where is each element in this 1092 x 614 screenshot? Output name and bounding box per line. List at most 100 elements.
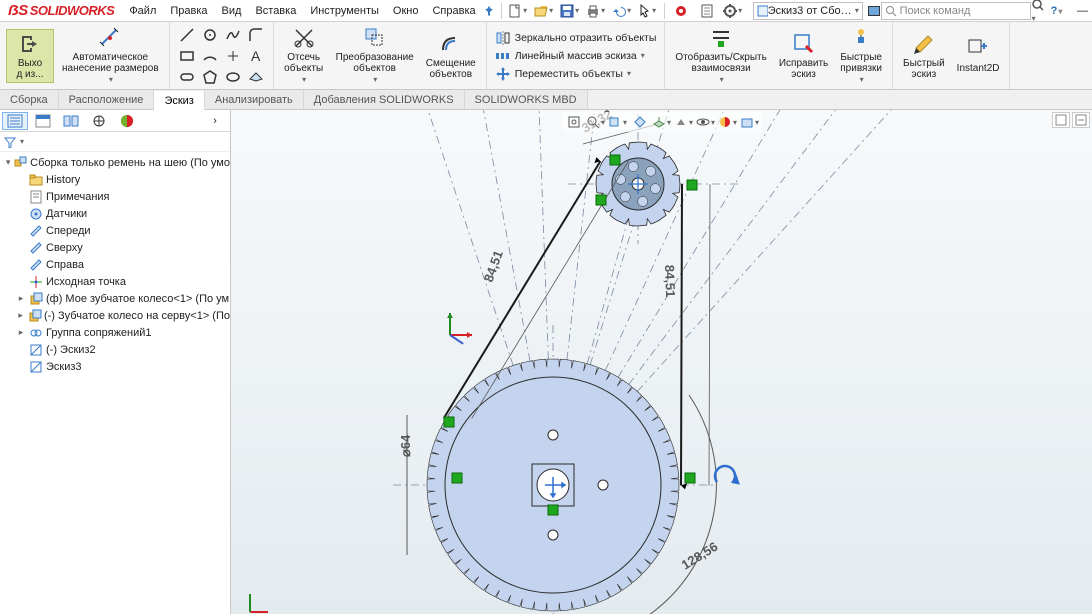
sidebar-filter[interactable]: ▾ [0,132,230,152]
menu-help[interactable]: Справка [425,0,482,22]
zoom-area-icon[interactable]: ▾ [586,113,606,131]
tree-item[interactable]: Справа [0,256,230,273]
menubar: ẞS SOLIDWORKS Файл Правка Вид Вставка Ин… [0,0,1092,22]
display-relations-button[interactable]: Отобразить/Скрыть взаимосвязи▾ [671,24,770,87]
graphics-viewport[interactable]: ▾ ▾ ▾ ▾ ▾ ▾ ▾ 84,5184,5131,32128,56⌀64 [231,110,1092,614]
tree-item[interactable]: (-) Эскиз2 [0,341,230,358]
menu-insert[interactable]: Вставка [248,0,303,22]
tab-evaluate[interactable]: Анализировать [205,90,304,109]
dimxpert-tab[interactable] [86,112,112,130]
tab-sketch[interactable]: Эскиз [154,91,204,110]
circle-tool[interactable] [199,25,221,45]
spline-tool[interactable] [222,25,244,45]
new-doc-icon[interactable]: ▾ [506,1,530,21]
search-run-icon[interactable] [867,4,881,18]
menu-file[interactable]: Файл [122,0,163,22]
instant2d-icon [966,37,990,61]
filter-icon[interactable] [695,1,719,21]
plane-icon [28,241,44,255]
text-tool[interactable]: A [245,46,267,66]
mates-icon [28,326,44,340]
tree-item[interactable]: Примечания [0,188,230,205]
options-icon[interactable]: ▾ [721,1,745,21]
instant2d-button[interactable]: Instant2D [953,35,1004,76]
model-scene: 84,5184,5131,32128,56⌀64 [231,110,1092,614]
mirror-button[interactable]: Зеркально отразить объекты [493,29,659,47]
tab-addins[interactable]: Добавления SOLIDWORKS [304,90,465,109]
breadcrumb[interactable]: Эскиз3 от Сборк... ▾ [753,2,863,20]
tree-item[interactable]: ▸(ф) Мое зубчатое колесо<1> (По ум [0,290,230,307]
save-icon[interactable]: ▾ [558,1,582,21]
trim-button[interactable]: Отсечь объекты▾ [280,24,328,87]
apply-scene-icon[interactable]: ▾ [740,113,760,131]
quick-access-toolbar: ▾ ▾ ▾ ▾ ▾ ▾ ▾ [495,1,749,21]
convert-button[interactable]: Преобразование объектов▾ [332,24,418,87]
tree-item[interactable]: Датчики [0,205,230,222]
move-button[interactable]: Переместить объекты▾ [493,65,633,83]
feature-tree-tab[interactable] [2,112,28,130]
tree-root[interactable]: ▾ Сборка только ремень на шею (По умо [0,154,230,171]
menu-edit[interactable]: Правка [163,0,214,22]
move-icon [495,66,511,82]
ellipse-tool[interactable] [222,67,244,87]
offset-button[interactable]: Смещение объектов [422,30,480,82]
plane-tool[interactable] [245,67,267,87]
undo-icon[interactable]: ▾ [610,1,634,21]
smart-dimension-button[interactable]: Автоматическое нанесение размеров▾ [58,24,163,87]
rebuild-icon[interactable] [669,1,693,21]
hide-show-icon[interactable]: ▾ [696,113,716,131]
help-button[interactable]: ?▾ [1045,5,1069,17]
tab-layout[interactable]: Расположение [59,90,155,109]
tree-item[interactable]: Спереди [0,222,230,239]
tree-item[interactable]: History [0,171,230,188]
svg-text:128,56: 128,56 [679,539,721,573]
property-manager-tab[interactable] [30,112,56,130]
heads-up-toolbar: ▾ ▾ ▾ ▾ ▾ ▾ ▾ [562,112,762,132]
point-tool[interactable] [222,46,244,66]
repair-sketch-button[interactable]: Исправить эскиз [775,30,832,82]
rect-tool[interactable] [176,46,198,66]
rapid-sketch-button[interactable]: Быстрый эскиз [899,30,949,82]
view-orient-icon[interactable]: ▾ [652,113,672,131]
polygon-tool[interactable] [199,67,221,87]
select-icon[interactable]: ▾ [636,1,660,21]
prev-view-icon[interactable]: ▾ [608,113,628,131]
tree-item[interactable]: ▸Группа сопряжений1 [0,324,230,341]
collapse-ribbon-icon[interactable]: — [1077,5,1088,17]
menu-view[interactable]: Вид [215,0,249,22]
pin-icon[interactable] [483,5,495,17]
rapid-sketch-icon [912,32,936,56]
menu-window[interactable]: Окно [386,0,426,22]
tab-mbd[interactable]: SOLIDWORKS MBD [465,90,588,109]
tree-item[interactable]: ▸(-) Зубчатое колесо на серву<1> (По [0,307,230,324]
exit-sketch-button[interactable]: Выхо д из... [6,29,54,83]
svg-text:A: A [251,48,261,64]
tab-assembly[interactable]: Сборка [0,90,59,109]
tree-item[interactable]: Исходная точка [0,273,230,290]
appearance-tab[interactable] [114,112,140,130]
linear-pattern-button[interactable]: Линейный массив эскиза▾ [493,47,647,65]
arc-tool[interactable] [199,46,221,66]
quick-snaps-button[interactable]: Быстрые привязки▾ [836,24,886,87]
line-tool[interactable] [176,25,198,45]
sidebar-expand-icon[interactable]: › [202,112,228,130]
app-logo: ẞS SOLIDWORKS [0,2,122,19]
edit-appearance-icon[interactable]: ▾ [718,113,738,131]
relations-icon [709,26,733,50]
display-style-icon[interactable]: ▾ [674,113,694,131]
section-view-icon[interactable] [630,113,650,131]
tree-item[interactable]: Сверху [0,239,230,256]
menu-tools[interactable]: Инструменты [303,0,386,22]
zoom-fit-icon[interactable] [564,113,584,131]
search-input[interactable]: Поиск команд [881,2,1031,20]
snaps-icon [849,26,873,50]
fillet-tool[interactable] [245,25,267,45]
svg-text:84,51: 84,51 [481,248,506,284]
print-icon[interactable]: ▾ [584,1,608,21]
config-manager-tab[interactable] [58,112,84,130]
slot-tool[interactable] [176,67,198,87]
tree-item[interactable]: Эскиз3 [0,358,230,375]
open-icon[interactable]: ▾ [532,1,556,21]
search-submit-icon[interactable]: ▾ [1031,0,1045,24]
sketch-icon [757,5,768,17]
